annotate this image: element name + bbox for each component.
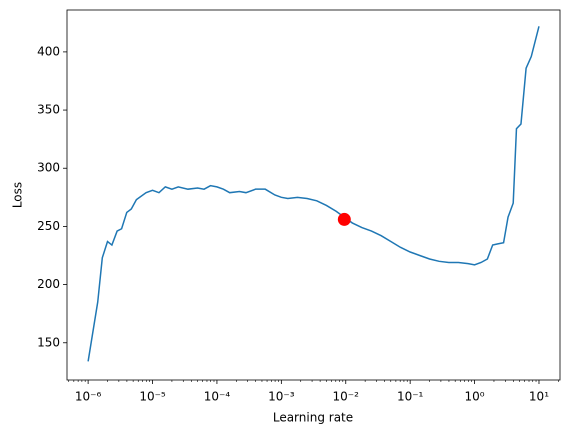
x-tick-label: 10¹ [529,390,549,404]
y-tick-label: 300 [37,161,60,175]
x-tick-label: 10⁻³ [268,390,295,404]
suggested-lr-marker [337,212,351,226]
loss-line [87,26,540,362]
x-tick-label: 10⁰ [465,390,485,404]
x-tick-label: 10⁻² [333,390,360,404]
x-tick-label: 10⁻⁶ [75,390,102,404]
y-tick-label: 250 [37,219,60,233]
axes-frame [66,9,561,381]
y-tick-label: 350 [37,103,60,117]
y-tick-label: 400 [37,44,60,58]
y-axis-label: Loss [11,182,25,208]
x-tick-label: 10⁻⁵ [139,390,166,404]
x-tick-label: 10⁻¹ [397,390,424,404]
x-tick-label: 10⁻⁴ [204,390,231,404]
y-tick-label: 200 [37,277,60,291]
x-axis-label: Learning rate [273,411,353,425]
y-tick-label: 150 [37,335,60,349]
